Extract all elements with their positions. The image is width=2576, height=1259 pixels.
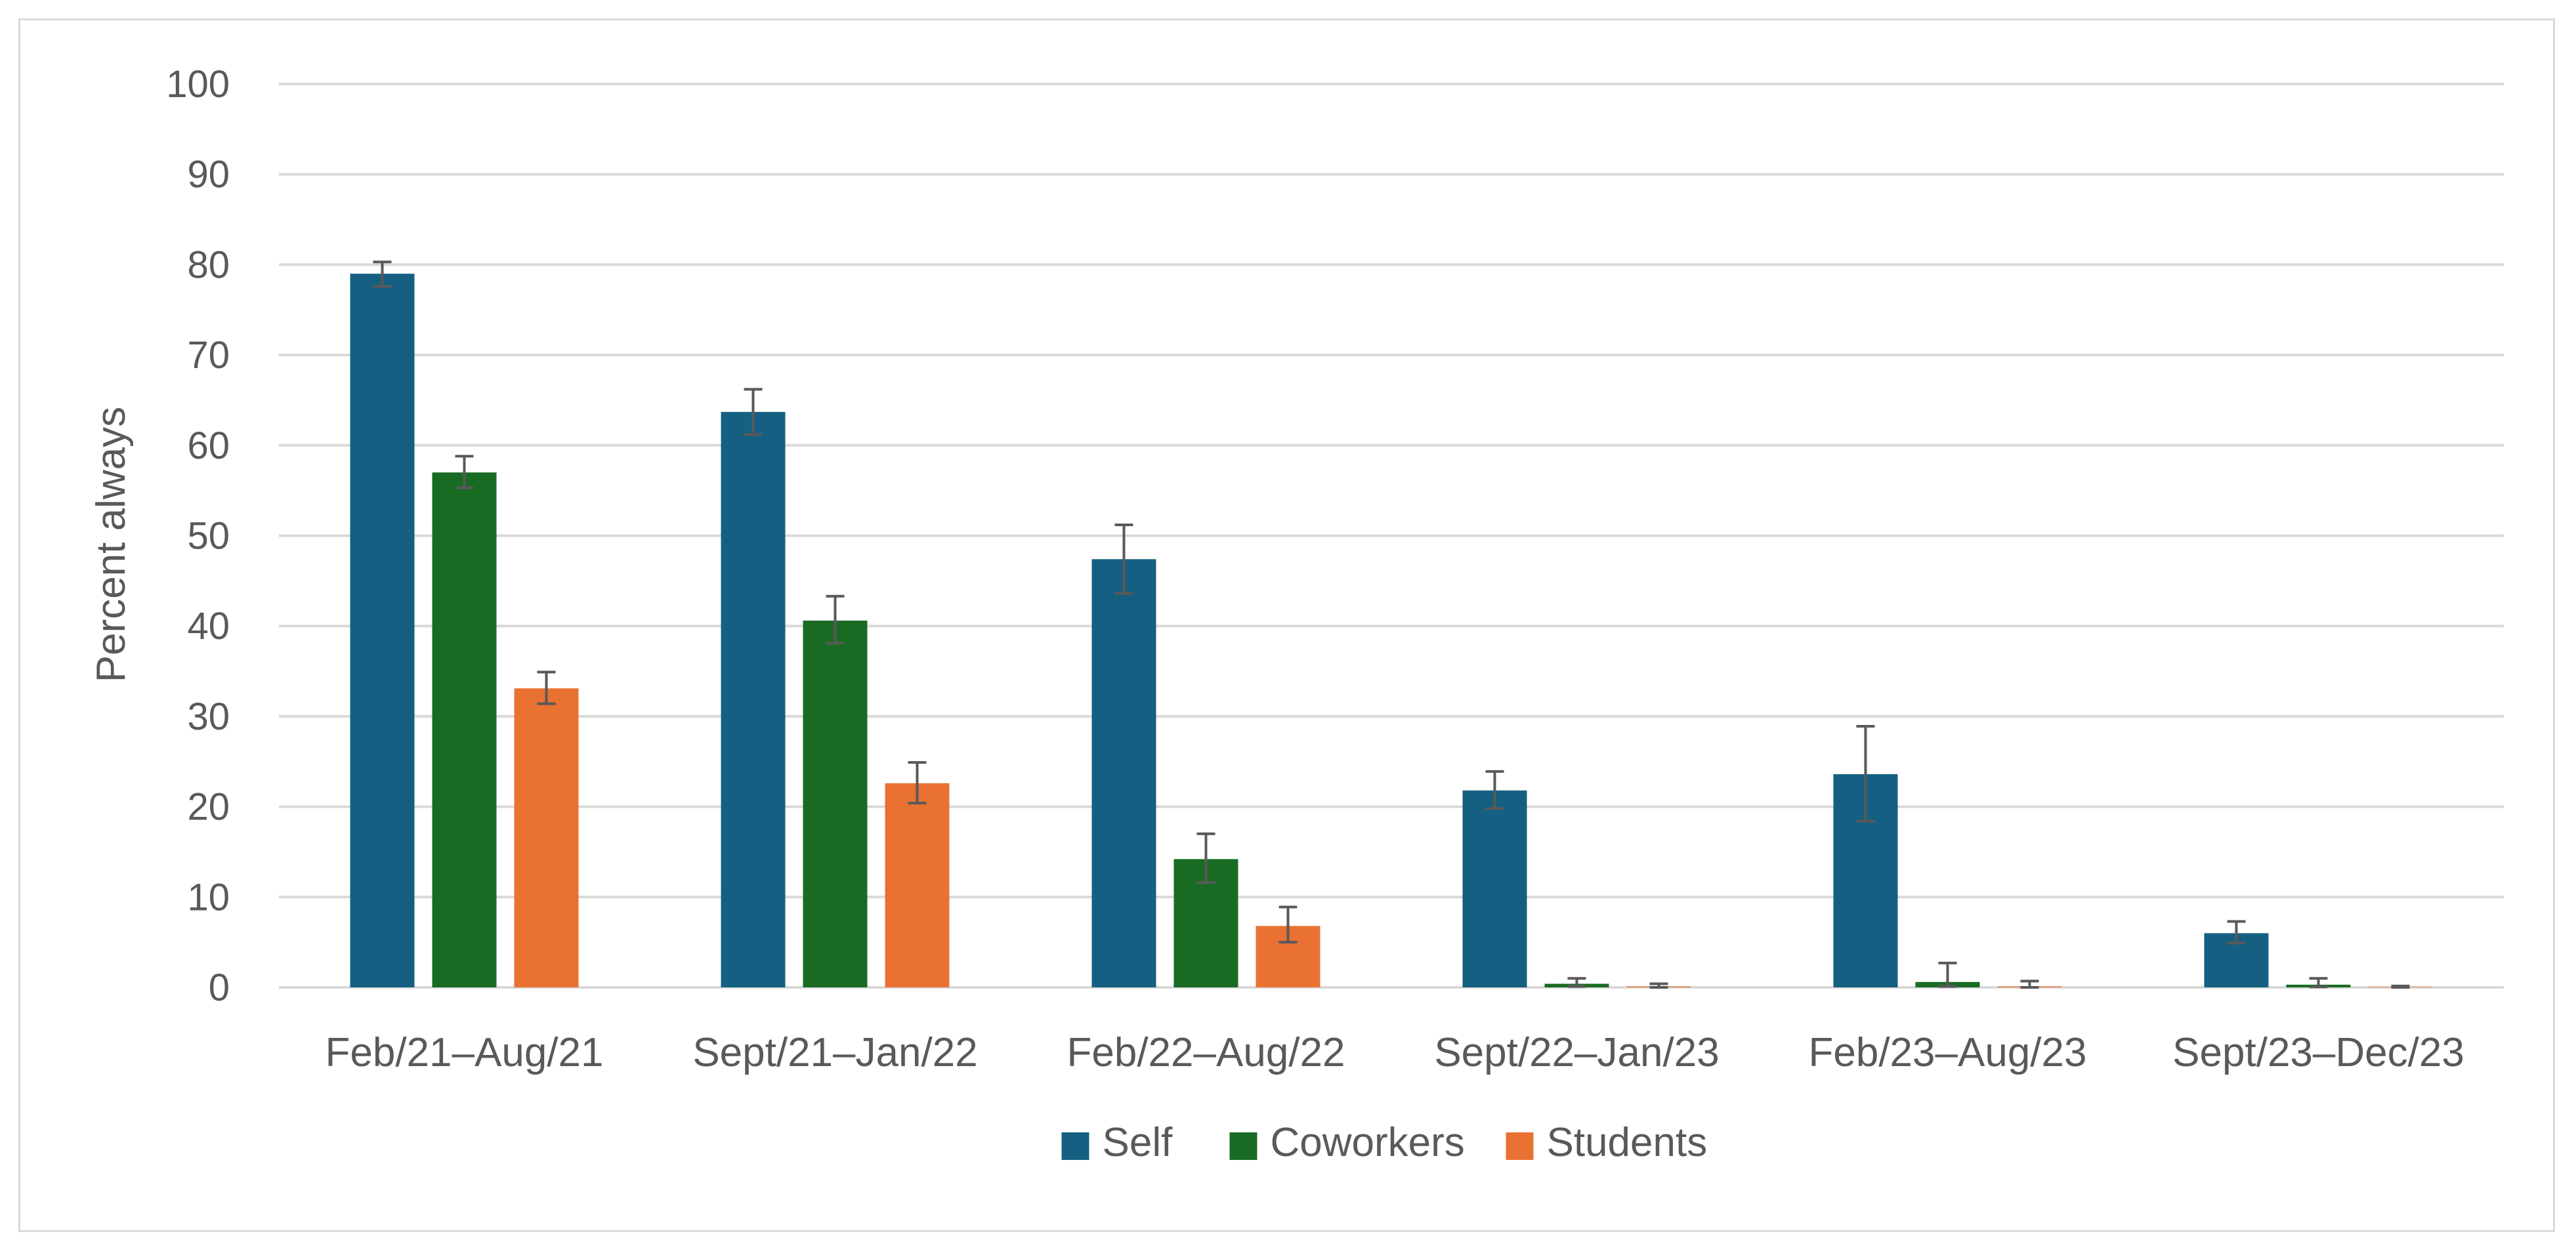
y-tick-label-70: 70 [187, 334, 230, 377]
error-bar-self-2 [1114, 523, 1133, 595]
bars [350, 274, 2433, 987]
x-category-label-4: Feb/23–Aug/23 [1808, 1030, 2086, 1075]
legend-swatch-students [1506, 1132, 1534, 1160]
error-bar-self-4 [1856, 725, 1875, 823]
error-bars [373, 260, 2410, 989]
bar-coworkers-1 [803, 620, 868, 987]
error-bar-coworkers-5 [2309, 977, 2328, 989]
legend: Self Coworkers Students [1061, 1120, 1708, 1165]
y-tick-label-0: 0 [209, 966, 230, 1009]
legend-swatch-coworkers [1229, 1132, 1257, 1160]
error-bar-self-5 [2227, 920, 2246, 945]
x-category-label-2: Feb/22–Aug/22 [1066, 1030, 1345, 1075]
legend-label-self: Self [1103, 1120, 1173, 1165]
error-bar-self-0 [373, 260, 392, 288]
legend-label-coworkers: Coworkers [1271, 1120, 1465, 1165]
error-bar-students-1 [908, 761, 927, 805]
y-tick-label-90: 90 [187, 154, 230, 196]
error-bar-students-0 [537, 671, 556, 705]
error-bar-students-3 [1649, 982, 1668, 989]
error-bar-coworkers-4 [1938, 961, 1957, 988]
gridlines [279, 83, 2504, 989]
error-bar-coworkers-3 [1567, 977, 1586, 988]
legend-label-students: Students [1547, 1120, 1708, 1165]
x-category-label-3: Sept/22–Jan/23 [1434, 1030, 1719, 1075]
x-category-label-1: Sept/21–Jan/22 [692, 1030, 977, 1075]
y-tick-label-20: 20 [187, 786, 230, 829]
y-tick-label-40: 40 [187, 605, 230, 648]
y-tick-label-80: 80 [187, 243, 230, 286]
y-axis-title: Percent always [89, 407, 134, 682]
bar-self-1 [721, 411, 786, 987]
x-category-label-5: Sept/23–Dec/23 [2172, 1030, 2464, 1075]
error-bar-self-1 [744, 388, 763, 436]
y-tick-label-30: 30 [187, 695, 230, 738]
legend-item-self: Self [1061, 1120, 1173, 1165]
error-bar-coworkers-2 [1196, 832, 1215, 884]
error-bar-students-5 [2391, 984, 2410, 989]
bar-self-3 [1462, 790, 1527, 987]
bar-students-1 [885, 783, 950, 987]
bar-students-0 [514, 688, 579, 987]
y-tick-label-100: 100 [166, 63, 230, 106]
error-bar-coworkers-0 [455, 455, 474, 489]
error-bar-coworkers-1 [826, 594, 845, 645]
y-tick-label-60: 60 [187, 424, 230, 467]
y-tick-label-10: 10 [187, 876, 230, 918]
bar-coworkers-0 [432, 472, 497, 987]
y-tick-label-50: 50 [187, 515, 230, 558]
error-bar-self-3 [1485, 770, 1504, 810]
error-bar-students-4 [2020, 980, 2039, 989]
legend-item-coworkers: Coworkers [1229, 1120, 1465, 1165]
legend-item-students: Students [1506, 1120, 1708, 1165]
x-category-label-0: Feb/21–Aug/21 [325, 1030, 603, 1075]
error-bar-students-2 [1278, 905, 1298, 944]
y-axis-ticks: 0 10 20 30 40 50 60 70 80 90 100 [166, 63, 230, 1009]
bar-self-0 [350, 274, 415, 987]
legend-swatch-self [1061, 1132, 1089, 1160]
bar-self-2 [1091, 559, 1156, 987]
x-axis-categories: Feb/21–Aug/21 Sept/21–Jan/22 Feb/22–Aug/22… [325, 1030, 2464, 1075]
